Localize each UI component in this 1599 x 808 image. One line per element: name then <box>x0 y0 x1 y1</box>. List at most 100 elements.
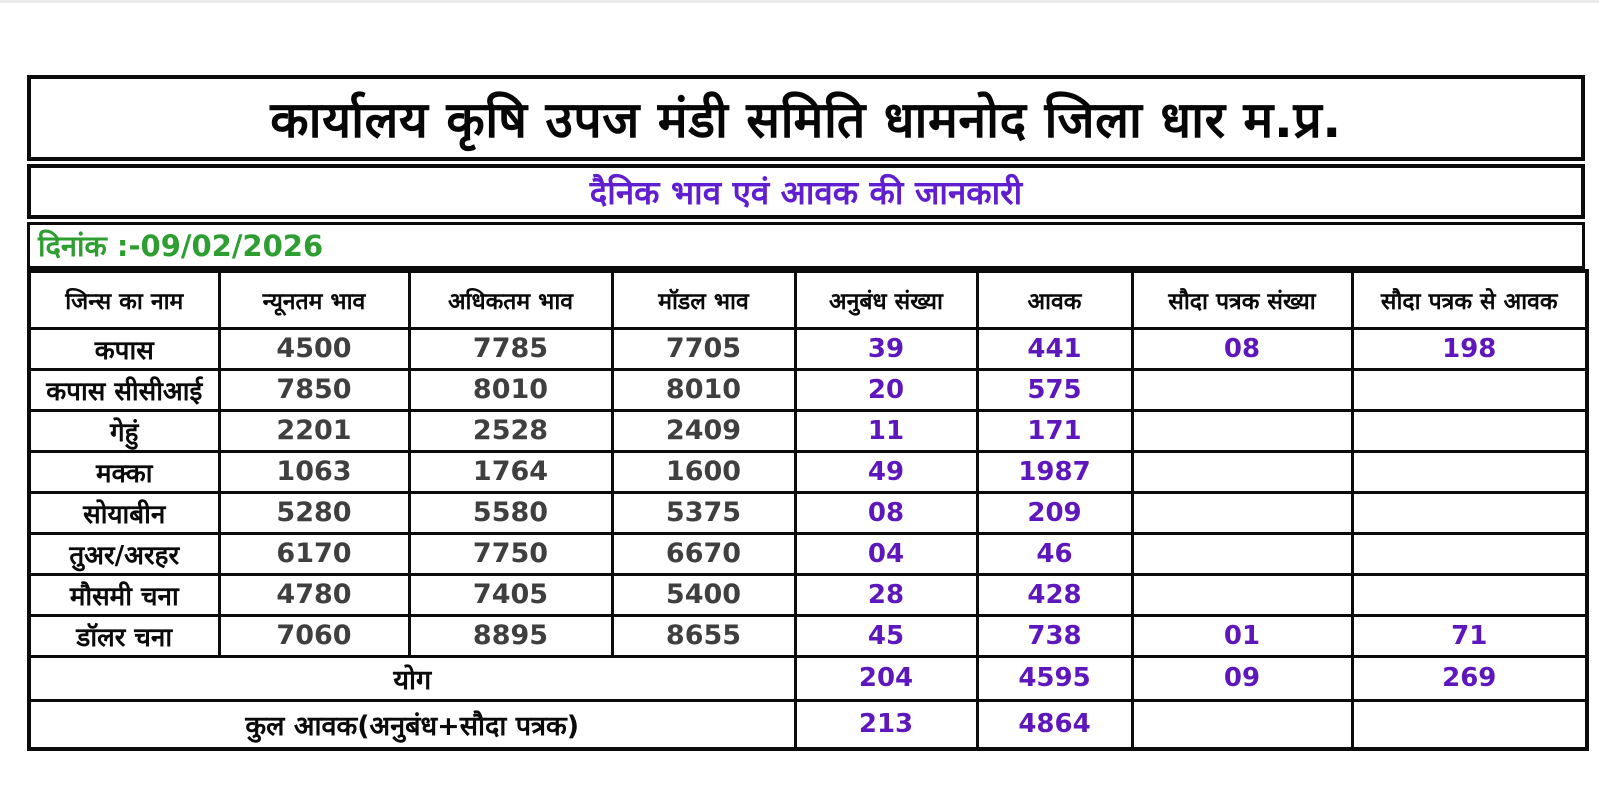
anubandh-count-cell: 45 <box>793 613 979 658</box>
anubandh-count-cell: 04 <box>793 531 979 576</box>
kul-aavak-label-cell: कुल आवक(अनुबंध+सौदा पत्रक) <box>27 698 797 751</box>
col-header-anubandh-count: अनुबंध संख्या <box>793 269 979 330</box>
anubandh-count-cell: 08 <box>793 490 979 535</box>
aavak-cell: 441 <box>975 326 1134 371</box>
sauda-patrak-count-cell <box>1130 490 1354 535</box>
yog-aavak-cell: 4595 <box>975 654 1134 702</box>
modal-price-cell: 7705 <box>610 326 797 371</box>
sauda-patrak-aavak-cell <box>1350 408 1589 453</box>
commodity-name-cell: कपास सीसीआई <box>27 367 221 412</box>
table-row-soyabean: सोयाबीन 5280 5580 5375 08 209 <box>27 490 1589 535</box>
rates-table: जिन्स का नाम न्यूनतम भाव अधिकतम भाव मॉडल… <box>27 269 1589 751</box>
yog-anubandh-cell: 204 <box>793 654 979 702</box>
kul-sauda-aavak-cell <box>1350 698 1589 751</box>
modal-price-cell: 1600 <box>610 449 797 494</box>
office-title: कार्यालय कृषि उपज मंडी समिति धामनोद जिला… <box>270 91 1342 149</box>
date-box: दिनांक :-09/02/2026 <box>27 222 1585 269</box>
min-price-cell: 4500 <box>217 326 411 371</box>
table-row-kapas-ccai: कपास सीसीआई 7850 8010 8010 20 575 <box>27 367 1589 412</box>
min-price-cell: 4780 <box>217 572 411 617</box>
max-price-cell: 7785 <box>407 326 614 371</box>
commodity-name-cell: गेहुं <box>27 408 221 453</box>
sauda-patrak-aavak-cell <box>1350 490 1589 535</box>
yog-sauda-aavak-cell: 269 <box>1350 654 1589 702</box>
col-header-sauda-patrak-count: सौदा पत्रक संख्या <box>1130 269 1354 330</box>
min-price-cell: 2201 <box>217 408 411 453</box>
total-kul-aavak-row: कुल आवक(अनुबंध+सौदा पत्रक) 213 4864 <box>27 698 1589 751</box>
aavak-cell: 1987 <box>975 449 1134 494</box>
yog-sauda-patrak-cell: 09 <box>1130 654 1354 702</box>
sauda-patrak-aavak-cell <box>1350 449 1589 494</box>
mandi-rate-notice: कार्यालय कृषि उपज मंडी समिति धामनोद जिला… <box>27 75 1589 751</box>
sauda-patrak-count-cell <box>1130 408 1354 453</box>
col-header-commodity: जिन्स का नाम <box>27 269 221 330</box>
page-top-divider <box>0 0 1599 3</box>
modal-price-cell: 2409 <box>610 408 797 453</box>
sauda-patrak-aavak-cell <box>1350 367 1589 412</box>
anubandh-count-cell: 49 <box>793 449 979 494</box>
date-label: दिनांक :-09/02/2026 <box>38 229 324 263</box>
yog-label-cell: योग <box>27 654 797 702</box>
col-header-aavak: आवक <box>975 269 1134 330</box>
max-price-cell: 7750 <box>407 531 614 576</box>
max-price-cell: 8010 <box>407 367 614 412</box>
commodity-name-cell: कपास <box>27 326 221 371</box>
col-header-max-price: अधिकतम भाव <box>407 269 614 330</box>
sauda-patrak-count-cell <box>1130 531 1354 576</box>
modal-price-cell: 8655 <box>610 613 797 658</box>
max-price-cell: 8895 <box>407 613 614 658</box>
sauda-patrak-count-cell: 01 <box>1130 613 1354 658</box>
sauda-patrak-count-cell: 08 <box>1130 326 1354 371</box>
max-price-cell: 5580 <box>407 490 614 535</box>
aavak-cell: 428 <box>975 572 1134 617</box>
col-header-min-price: न्यूनतम भाव <box>217 269 411 330</box>
col-header-sauda-patrak-aavak: सौदा पत्रक से आवक <box>1350 269 1589 330</box>
table-row-mausami-chana: मौसमी चना 4780 7405 5400 28 428 <box>27 572 1589 617</box>
total-yog-row: योग 204 4595 09 269 <box>27 654 1589 702</box>
sauda-patrak-aavak-cell <box>1350 531 1589 576</box>
max-price-cell: 1764 <box>407 449 614 494</box>
anubandh-count-cell: 28 <box>793 572 979 617</box>
modal-price-cell: 5375 <box>610 490 797 535</box>
table-header-row: जिन्स का नाम न्यूनतम भाव अधिकतम भाव मॉडल… <box>27 269 1589 330</box>
modal-price-cell: 8010 <box>610 367 797 412</box>
anubandh-count-cell: 39 <box>793 326 979 371</box>
max-price-cell: 7405 <box>407 572 614 617</box>
min-price-cell: 7850 <box>217 367 411 412</box>
sauda-patrak-count-cell <box>1130 367 1354 412</box>
max-price-cell: 2528 <box>407 408 614 453</box>
commodity-name-cell: सोयाबीन <box>27 490 221 535</box>
kul-sauda-patrak-cell <box>1130 698 1354 751</box>
aavak-cell: 209 <box>975 490 1134 535</box>
anubandh-count-cell: 11 <box>793 408 979 453</box>
aavak-cell: 575 <box>975 367 1134 412</box>
min-price-cell: 1063 <box>217 449 411 494</box>
sauda-patrak-aavak-cell: 71 <box>1350 613 1589 658</box>
table-row-makka: मक्का 1063 1764 1600 49 1987 <box>27 449 1589 494</box>
table-row-tuar-arhar: तुअर/अरहर 6170 7750 6670 04 46 <box>27 531 1589 576</box>
daily-rate-subtitle-box: दैनिक भाव एवं आवक की जानकारी <box>27 164 1585 219</box>
daily-rate-subtitle: दैनिक भाव एवं आवक की जानकारी <box>589 173 1023 212</box>
table-row-dollar-chana: डॉलर चना 7060 8895 8655 45 738 01 71 <box>27 613 1589 658</box>
sauda-patrak-count-cell <box>1130 449 1354 494</box>
min-price-cell: 7060 <box>217 613 411 658</box>
aavak-cell: 738 <box>975 613 1134 658</box>
min-price-cell: 5280 <box>217 490 411 535</box>
sauda-patrak-count-cell <box>1130 572 1354 617</box>
table-row-kapas: कपास 4500 7785 7705 39 441 08 198 <box>27 326 1589 371</box>
kul-aavak-cell: 4864 <box>975 698 1134 751</box>
kul-anubandh-cell: 213 <box>793 698 979 751</box>
anubandh-count-cell: 20 <box>793 367 979 412</box>
modal-price-cell: 6670 <box>610 531 797 576</box>
min-price-cell: 6170 <box>217 531 411 576</box>
commodity-name-cell: डॉलर चना <box>27 613 221 658</box>
office-title-box: कार्यालय कृषि उपज मंडी समिति धामनोद जिला… <box>27 75 1585 161</box>
sauda-patrak-aavak-cell: 198 <box>1350 326 1589 371</box>
sauda-patrak-aavak-cell <box>1350 572 1589 617</box>
commodity-name-cell: मौसमी चना <box>27 572 221 617</box>
aavak-cell: 46 <box>975 531 1134 576</box>
table-row-gehu: गेहुं 2201 2528 2409 11 171 <box>27 408 1589 453</box>
modal-price-cell: 5400 <box>610 572 797 617</box>
aavak-cell: 171 <box>975 408 1134 453</box>
commodity-name-cell: मक्का <box>27 449 221 494</box>
